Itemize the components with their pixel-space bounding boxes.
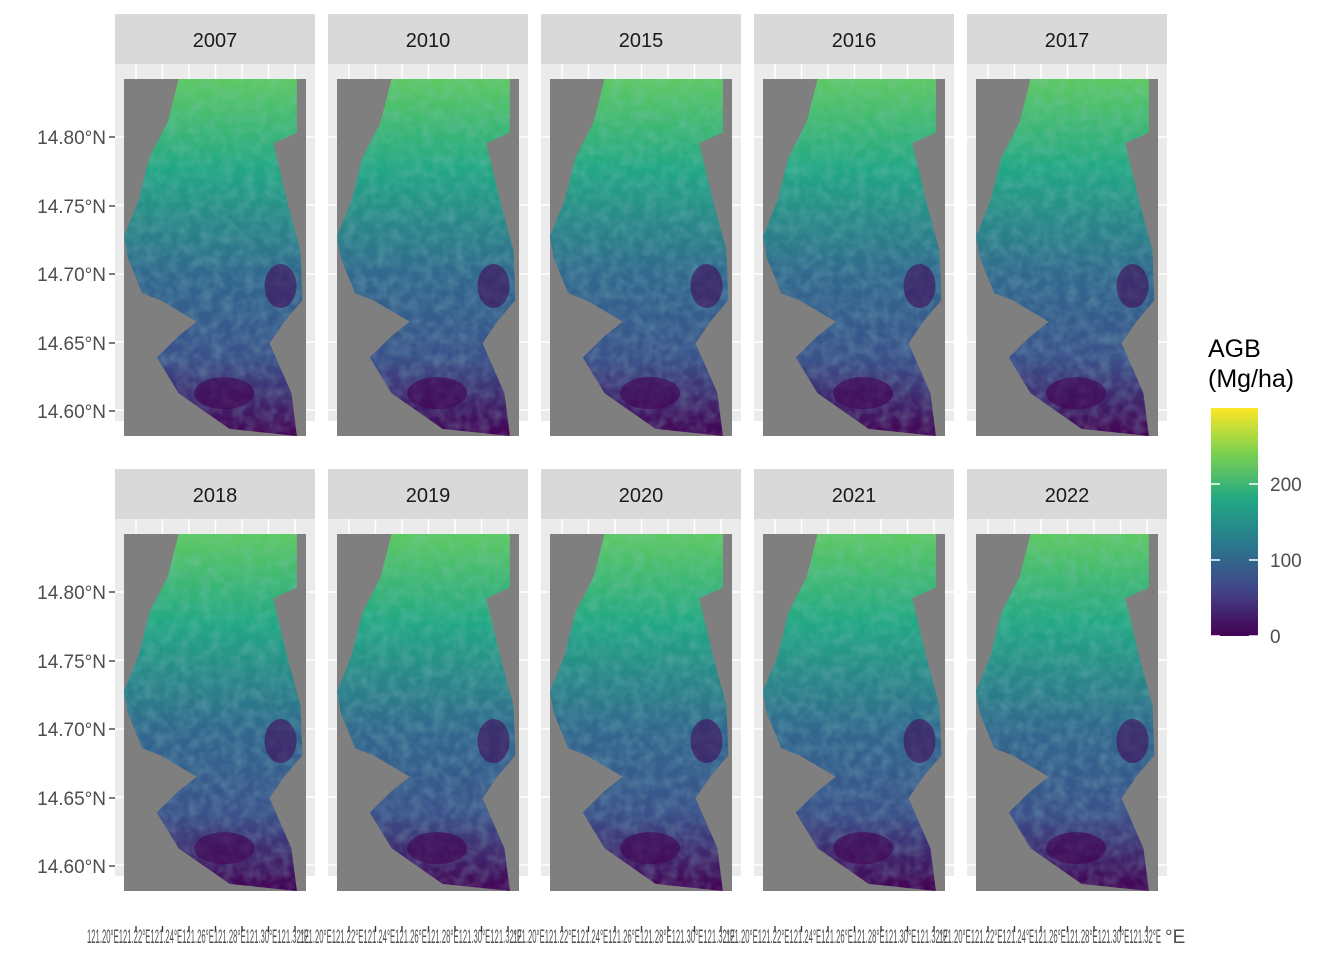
- x-axis-label-tail: °E: [1165, 927, 1185, 948]
- low-biomass-area: [264, 719, 297, 764]
- facet-strip: [328, 14, 528, 64]
- x-axis-label: 121.20°E121.22°E121.24°E121.26°E121.28°E…: [939, 927, 1161, 948]
- low-biomass-area: [264, 264, 297, 309]
- facet-strip: [115, 469, 315, 519]
- facet-label: 2020: [619, 485, 664, 507]
- facet-label: 2021: [832, 485, 877, 507]
- low-biomass-area: [1046, 377, 1107, 410]
- low-biomass-area: [620, 832, 681, 865]
- facet-panel-2018: 2018 14.80°N 14.75°N 14.70°N 14.65°N 14.60°N: [37, 469, 315, 932]
- y-axis-label: 14.70°N: [37, 265, 106, 286]
- study-area-texture: [763, 79, 942, 436]
- y-axis-label: 14.70°N: [37, 720, 106, 741]
- study-area-texture: [124, 79, 303, 436]
- x-axis-label: 121.20°E121.22°E121.24°E121.26°E121.28°E…: [513, 927, 735, 948]
- facet-label: 2017: [1045, 30, 1090, 52]
- facet-label: 2022: [1045, 485, 1090, 507]
- low-biomass-area: [194, 377, 255, 410]
- legend-tick-label: 0: [1270, 627, 1281, 648]
- facet-strip: [967, 14, 1167, 64]
- facet-strip: [754, 14, 954, 64]
- legend-title-line1: AGB: [1208, 335, 1261, 363]
- study-area-texture: [550, 534, 729, 891]
- legend-tick-label: 200: [1270, 475, 1302, 496]
- legend-title: AGB (Mg/ha): [1208, 334, 1294, 394]
- facet-panel-2007: 2007 14.80°N 14.75°N 14.70°N 14.65°N 14.60°N: [37, 14, 315, 436]
- y-axis-label: 14.75°N: [37, 652, 106, 673]
- y-axis-label: 14.60°N: [37, 402, 106, 423]
- low-biomass-area: [1046, 832, 1107, 865]
- low-biomass-area: [620, 377, 681, 410]
- facet-label: 2015: [619, 30, 664, 52]
- x-axis-label: 121.20°E121.22°E121.24°E121.26°E121.28°E…: [726, 927, 948, 948]
- y-axis-label: 14.65°N: [37, 789, 106, 810]
- low-biomass-area: [1116, 264, 1149, 309]
- study-area-texture: [763, 534, 942, 891]
- low-biomass-area: [903, 719, 936, 764]
- low-biomass-area: [407, 832, 468, 865]
- legend: 200 100 0: [1211, 408, 1302, 648]
- facet-strip: [541, 14, 741, 64]
- low-biomass-area: [477, 719, 510, 764]
- facet-label: 2019: [406, 485, 451, 507]
- legend-title-line2: (Mg/ha): [1208, 365, 1295, 393]
- study-area-texture: [337, 79, 516, 436]
- facet-label: 2016: [832, 30, 877, 52]
- x-axis-label: 121.20°E121.22°E121.24°E121.26°E121.28°E…: [87, 927, 309, 948]
- low-biomass-area: [833, 377, 894, 410]
- facet-label: 2010: [406, 30, 451, 52]
- x-axis-label: 121.20°E121.22°E121.24°E121.26°E121.28°E…: [300, 927, 522, 948]
- facet-panel-2010: 2010: [328, 14, 528, 436]
- y-axis-label: 14.80°N: [37, 128, 106, 149]
- study-area-texture: [124, 534, 303, 891]
- low-biomass-area: [407, 377, 468, 410]
- facet-panel-2016: 2016: [754, 14, 954, 436]
- study-area-texture: [550, 79, 729, 436]
- facet-panel-2017: 2017: [967, 14, 1167, 436]
- legend-tick-label: 100: [1270, 551, 1302, 572]
- low-biomass-area: [903, 264, 936, 309]
- low-biomass-area: [477, 264, 510, 309]
- x-axis-labels: 121.20°E121.22°E121.24°E121.26°E121.28°E…: [87, 927, 1185, 948]
- study-area-texture: [337, 534, 516, 891]
- facet-panel-2020: 2020: [541, 469, 741, 932]
- facet-panel-2019: 2019: [328, 469, 528, 932]
- low-biomass-area: [1116, 719, 1149, 764]
- facet-panel-2022: 2022: [967, 469, 1167, 932]
- facet-strip: [754, 469, 954, 519]
- study-area-texture: [976, 534, 1155, 891]
- low-biomass-area: [690, 264, 723, 309]
- facet-panel-2021: 2021: [754, 469, 954, 932]
- facet-strip: [967, 469, 1167, 519]
- low-biomass-area: [833, 832, 894, 865]
- facet-label: 2007: [193, 30, 238, 52]
- facet-label: 2018: [193, 485, 238, 507]
- y-axis-label: 14.75°N: [37, 197, 106, 218]
- facet-panel-2015: 2015: [541, 14, 741, 436]
- low-biomass-area: [690, 719, 723, 764]
- y-axis-label: 14.65°N: [37, 334, 106, 355]
- facet-strip: [115, 14, 315, 64]
- facet-strip: [541, 469, 741, 519]
- y-axis-label: 14.60°N: [37, 857, 106, 878]
- study-area-texture: [976, 79, 1155, 436]
- legend-colorbar: [1211, 408, 1258, 636]
- facet-strip: [328, 469, 528, 519]
- low-biomass-area: [194, 832, 255, 865]
- y-axis-label: 14.80°N: [37, 583, 106, 604]
